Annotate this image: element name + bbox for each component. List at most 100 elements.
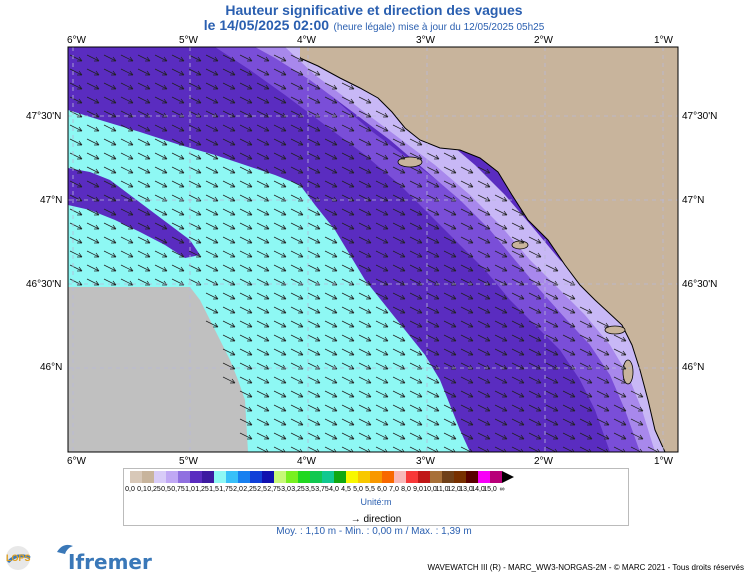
direction-arrow bbox=[324, 82, 338, 90]
lon-label: 5°W bbox=[179, 35, 198, 46]
legend-swatch bbox=[214, 471, 226, 483]
direction-arrow bbox=[477, 264, 491, 272]
direction-arrow bbox=[392, 404, 406, 412]
direction-arrow bbox=[205, 82, 219, 90]
direction-arrow bbox=[205, 166, 219, 174]
direction-arrow bbox=[69, 208, 83, 216]
direction-arrow bbox=[290, 152, 304, 160]
legend-swatch bbox=[298, 471, 310, 483]
direction-arrow bbox=[460, 334, 474, 342]
direction-arrow bbox=[205, 54, 219, 62]
direction-arrow bbox=[222, 152, 236, 160]
direction-arrow bbox=[154, 222, 168, 230]
direction-arrow bbox=[137, 236, 151, 244]
direction-arrow bbox=[460, 418, 474, 426]
direction-arrow bbox=[273, 292, 287, 300]
direction-arrow bbox=[120, 166, 134, 174]
direction-arrow bbox=[239, 264, 253, 272]
direction-arrow bbox=[273, 180, 287, 188]
direction-arrow bbox=[528, 320, 542, 328]
direction-arrow bbox=[239, 124, 253, 132]
direction-arrow bbox=[256, 432, 270, 440]
direction-arrow bbox=[392, 152, 406, 160]
direction-arrow bbox=[324, 222, 338, 230]
graticule bbox=[68, 47, 678, 452]
direction-arrow bbox=[324, 96, 338, 104]
lon-label: 4°W bbox=[297, 35, 316, 46]
legend-overflow-arrow bbox=[502, 471, 514, 483]
direction-arrow bbox=[392, 292, 406, 300]
direction-arrow bbox=[103, 278, 117, 286]
direction-arrow bbox=[613, 334, 627, 342]
direction-arrow bbox=[239, 138, 253, 146]
direction-arrow bbox=[596, 320, 610, 328]
direction-arrow bbox=[358, 390, 372, 398]
direction-arrow bbox=[426, 348, 440, 356]
direction-arrow bbox=[273, 404, 287, 412]
direction-arrow bbox=[137, 138, 151, 146]
direction-arrow bbox=[630, 432, 644, 440]
direction-arrow bbox=[443, 250, 457, 258]
direction-arrow bbox=[239, 418, 253, 426]
direction-arrow bbox=[579, 446, 592, 452]
legend-label: 3,25 bbox=[291, 486, 305, 493]
legend-label: 6,0 bbox=[377, 486, 387, 493]
direction-arrow bbox=[341, 334, 355, 342]
direction-arrow bbox=[273, 54, 287, 62]
direction-arrow bbox=[511, 222, 525, 230]
direction-arrow bbox=[511, 418, 525, 426]
direction-arrow bbox=[154, 68, 168, 76]
direction-arrow bbox=[120, 250, 134, 258]
direction-arrow bbox=[477, 446, 490, 452]
direction-arrow bbox=[273, 166, 287, 174]
direction-arrow bbox=[358, 138, 372, 146]
direction-arrow bbox=[69, 96, 83, 104]
direction-arrow bbox=[358, 376, 372, 384]
direction-arrow bbox=[579, 320, 593, 328]
direction-arrow bbox=[562, 404, 576, 412]
direction-arrow bbox=[307, 348, 321, 356]
direction-arrow bbox=[188, 208, 202, 216]
map-layers bbox=[68, 47, 678, 452]
direction-arrow bbox=[409, 152, 423, 160]
direction-arrow bbox=[426, 376, 440, 384]
direction-arrow bbox=[86, 278, 100, 286]
direction-arrow bbox=[239, 306, 253, 314]
direction-arrow bbox=[494, 432, 508, 440]
direction-arrow bbox=[307, 138, 321, 146]
wave-height-map bbox=[67, 46, 679, 453]
direction-arrow bbox=[596, 390, 610, 398]
direction-arrow bbox=[103, 82, 117, 90]
lat-label: 47°N bbox=[40, 195, 63, 206]
direction-arrow bbox=[460, 264, 474, 272]
direction-arrow bbox=[273, 264, 287, 272]
direction-arrow bbox=[579, 404, 593, 412]
direction-arrow bbox=[256, 306, 270, 314]
legend-swatch bbox=[130, 471, 142, 483]
direction-arrow bbox=[137, 250, 151, 258]
direction-arrow bbox=[460, 390, 474, 398]
legend-unit: Unité:m bbox=[360, 497, 392, 507]
direction-arrow bbox=[137, 152, 151, 160]
legend-swatch bbox=[286, 471, 298, 483]
direction-arrow bbox=[222, 96, 236, 104]
lat-label: 46°30'N bbox=[26, 279, 62, 290]
direction-arrow bbox=[205, 68, 219, 76]
direction-arrow bbox=[290, 320, 304, 328]
direction-arrow bbox=[324, 390, 338, 398]
direction-arrow bbox=[222, 250, 236, 258]
legend-label: 2,5 bbox=[257, 486, 267, 493]
ifremer-logo-mark bbox=[57, 544, 73, 554]
direction-arrow bbox=[324, 250, 338, 258]
direction-arrow bbox=[69, 236, 83, 244]
direction-arrow bbox=[324, 418, 338, 426]
legend-swatch bbox=[334, 471, 346, 483]
direction-arrow bbox=[494, 404, 508, 412]
direction-arrow bbox=[273, 418, 287, 426]
direction-arrow bbox=[86, 110, 100, 118]
legend-swatch bbox=[250, 471, 262, 483]
direction-arrow bbox=[613, 418, 627, 426]
direction-arrow bbox=[239, 152, 253, 160]
direction-arrow bbox=[528, 446, 541, 452]
direction-arrow bbox=[545, 348, 559, 356]
